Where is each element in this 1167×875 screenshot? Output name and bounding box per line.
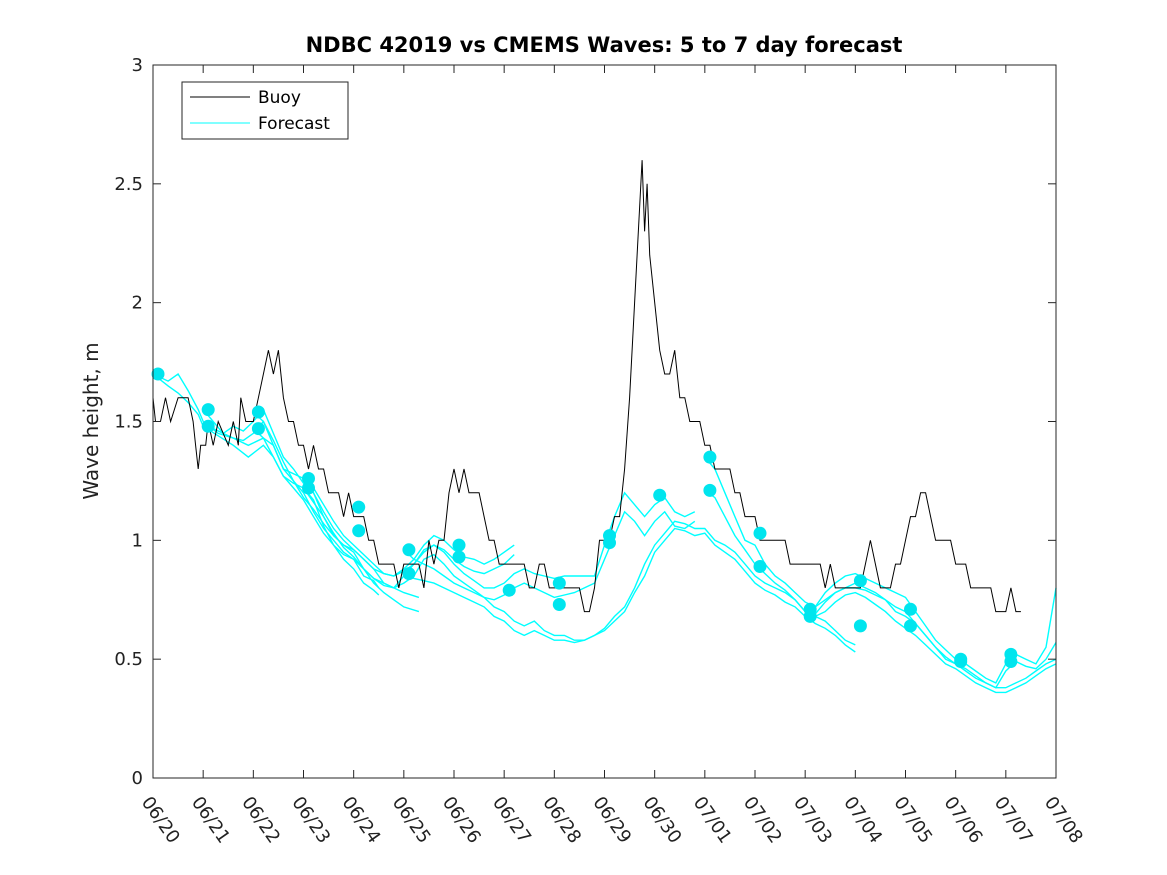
forecast-marker bbox=[552, 576, 566, 590]
forecast-marker bbox=[853, 574, 867, 588]
legend-forecast-label: Forecast bbox=[258, 114, 330, 134]
x-tick-label: 06/26 bbox=[438, 793, 485, 848]
chart-title: NDBC 42019 vs CMEMS Waves: 5 to 7 day fo… bbox=[306, 33, 903, 57]
x-tick-label: 07/03 bbox=[789, 793, 836, 848]
x-tick-label: 07/04 bbox=[839, 793, 886, 848]
y-tick-label: 0 bbox=[132, 768, 143, 789]
forecast-marker bbox=[753, 560, 767, 573]
x-tick-label: 06/25 bbox=[388, 793, 435, 848]
legend-box bbox=[181, 81, 349, 140]
x-tick-label: 06/22 bbox=[237, 793, 284, 848]
buoy-line bbox=[152, 160, 1021, 613]
forecast-marker bbox=[201, 403, 215, 417]
forecast-marker bbox=[452, 550, 466, 564]
forecast-marker bbox=[302, 481, 315, 495]
x-tick-label: 07/06 bbox=[940, 793, 987, 848]
x-tick-label: 07/01 bbox=[689, 793, 736, 848]
forecast-marker bbox=[402, 567, 416, 581]
x-tick-label: 06/29 bbox=[588, 793, 635, 848]
forecast-marker bbox=[302, 472, 315, 485]
forecast-marker bbox=[151, 367, 165, 381]
x-tick-label: 06/21 bbox=[187, 793, 234, 848]
forecast-marker bbox=[603, 536, 616, 550]
x-tick-label: 06/28 bbox=[538, 793, 585, 848]
plot-area bbox=[153, 65, 1056, 778]
x-tick-label: 06/27 bbox=[488, 793, 535, 848]
legend: Buoy Forecast bbox=[181, 81, 349, 140]
forecast-line bbox=[403, 520, 856, 646]
forecast-marker bbox=[452, 538, 466, 552]
marker-layer bbox=[151, 367, 1018, 668]
forecast-marker bbox=[1004, 655, 1018, 668]
y-axis-label: Wave height, m bbox=[79, 342, 103, 499]
x-tick-label: 06/30 bbox=[639, 793, 686, 848]
forecast-marker bbox=[803, 609, 817, 623]
y-tick-label: 1 bbox=[132, 530, 143, 551]
x-tick-label: 07/02 bbox=[739, 793, 786, 848]
forecast-marker bbox=[552, 598, 566, 611]
x-tick-label: 06/23 bbox=[287, 793, 334, 848]
forecast-line bbox=[403, 527, 856, 653]
forecast-marker bbox=[904, 619, 917, 633]
forecast-marker bbox=[352, 500, 366, 514]
forecast-marker bbox=[703, 483, 717, 497]
forecast-marker bbox=[653, 488, 667, 502]
forecast-marker bbox=[853, 619, 867, 633]
y-tick-label: 0.5 bbox=[114, 649, 143, 670]
x-tick-label: 06/20 bbox=[137, 793, 184, 848]
y-tick-label: 2.5 bbox=[114, 174, 143, 195]
forecast-marker bbox=[753, 526, 767, 540]
x-tick-label: 07/07 bbox=[990, 793, 1037, 848]
forecast-marker bbox=[904, 602, 917, 616]
forecast-marker bbox=[201, 419, 215, 433]
forecast-marker bbox=[251, 422, 265, 436]
legend-buoy-label: Buoy bbox=[258, 88, 301, 108]
y-axis-ticks: 0 0.5 1 1.5 2 2.5 3 bbox=[114, 55, 1056, 789]
forecast-marker bbox=[954, 655, 968, 668]
x-tick-label: 07/05 bbox=[889, 793, 936, 848]
y-tick-label: 1.5 bbox=[114, 412, 143, 433]
y-tick-label: 3 bbox=[132, 55, 143, 76]
forecast-marker bbox=[251, 405, 265, 419]
x-tick-label: 06/24 bbox=[338, 793, 385, 848]
y-tick-label: 2 bbox=[132, 293, 143, 314]
forecast-marker bbox=[703, 450, 717, 464]
forecast-line bbox=[302, 480, 696, 589]
forecast-marker bbox=[352, 524, 366, 538]
x-tick-label: 07/08 bbox=[1040, 793, 1087, 848]
forecast-line bbox=[302, 487, 696, 601]
forecast-marker bbox=[402, 543, 416, 557]
forecast-line bbox=[252, 428, 515, 589]
forecast-marker bbox=[502, 583, 516, 597]
